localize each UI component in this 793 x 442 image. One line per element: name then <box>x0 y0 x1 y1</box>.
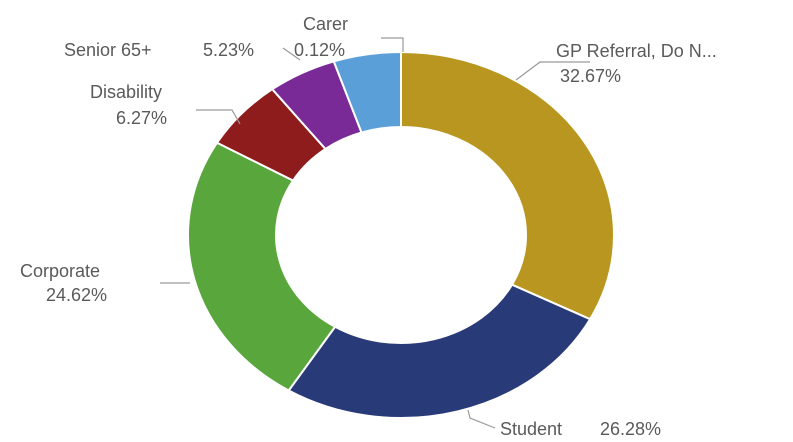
slice-pct-corporate: 24.62% <box>46 285 107 305</box>
leader-lines <box>160 37 590 429</box>
slice-pct-student: 26.28% <box>600 419 661 439</box>
slice-label-student: Student <box>500 419 562 439</box>
slice-student[interactable] <box>287 283 592 419</box>
slice-pct-gp-referral: 32.67% <box>560 66 621 86</box>
leader-line <box>282 47 301 61</box>
slice-pct-carer: 0.12% <box>294 40 345 60</box>
slice-pct-senior: 5.23% <box>203 40 254 60</box>
slice-label-gp-referral: GP Referral, Do N... <box>556 41 717 61</box>
slice-carer[interactable] <box>332 50 402 134</box>
leader-line <box>467 409 496 429</box>
slice-label-senior: Senior 65+ <box>64 40 152 60</box>
slice-pct-disability: 6.27% <box>116 108 167 128</box>
leader-line <box>196 109 241 125</box>
donut-slices <box>187 50 615 419</box>
slice-label-corporate: Corporate <box>20 261 100 281</box>
slice-label-carer: Carer <box>303 14 348 34</box>
slice-gp-referral-do-n[interactable] <box>400 50 615 321</box>
leader-line <box>515 61 590 81</box>
slice-corporate[interactable] <box>187 141 337 392</box>
leader-line <box>381 37 404 52</box>
slice-label-disability: Disability <box>90 82 162 102</box>
